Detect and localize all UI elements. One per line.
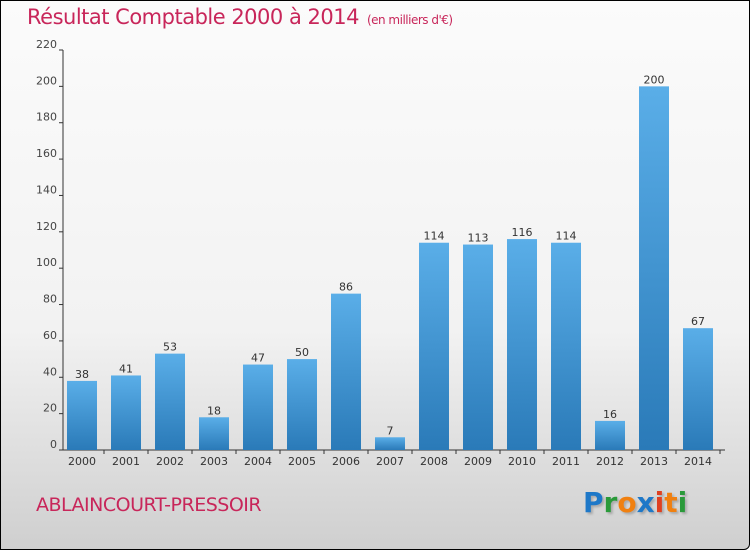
logo-letter: r <box>603 486 618 519</box>
y-tick-label: 180 <box>36 111 57 124</box>
x-tick-label: 2001 <box>112 455 140 468</box>
data-label: 41 <box>119 362 133 375</box>
data-label: 116 <box>512 226 533 239</box>
data-label: 53 <box>163 341 177 354</box>
chart-title: Résultat Comptable 2000 à 2014 (en millie… <box>27 5 453 29</box>
logo-letter: o <box>617 486 637 519</box>
y-tick-label: 140 <box>36 183 57 196</box>
logo-letter: i <box>654 486 665 519</box>
logo-letter: x <box>636 486 655 519</box>
y-tick-label: 200 <box>36 74 57 87</box>
data-label: 113 <box>468 232 489 245</box>
x-tick-label: 2013 <box>640 455 668 468</box>
bar <box>595 420 625 450</box>
logo-letter: P <box>583 486 604 519</box>
bar <box>683 328 713 450</box>
proxiti-logo: Proxiti <box>583 486 687 519</box>
bar <box>199 417 229 450</box>
y-tick-label: 160 <box>36 147 57 160</box>
bar <box>331 293 361 450</box>
x-tick-label: 2004 <box>244 455 272 468</box>
x-tick-label: 2010 <box>508 455 536 468</box>
data-label: 47 <box>251 352 265 365</box>
y-tick-label: 0 <box>50 438 57 451</box>
x-tick-label: 2011 <box>552 455 580 468</box>
x-tick-label: 2006 <box>332 455 360 468</box>
title-text: Résultat Comptable 2000 à 2014 <box>27 5 359 29</box>
data-label: 114 <box>556 230 577 243</box>
y-tick-label: 60 <box>43 329 57 342</box>
chart-subtitle: (en milliers d'€) <box>366 13 453 27</box>
data-label: 114 <box>424 230 445 243</box>
x-tick-label: 2009 <box>464 455 492 468</box>
data-label: 7 <box>387 424 394 437</box>
y-tick-label: 100 <box>36 256 57 269</box>
bar <box>551 242 581 450</box>
bar <box>67 380 97 450</box>
logo-letter: t <box>664 486 678 519</box>
x-tick-label: 2002 <box>156 455 184 468</box>
bar <box>287 359 317 450</box>
x-tick-label: 2008 <box>420 455 448 468</box>
data-label: 50 <box>295 346 309 359</box>
bar <box>243 364 273 450</box>
data-label: 200 <box>644 73 665 86</box>
y-tick-label: 40 <box>43 365 57 378</box>
x-tick-label: 2005 <box>288 455 316 468</box>
bar <box>639 86 669 450</box>
logo-letter: i <box>677 486 688 519</box>
bar <box>419 242 449 450</box>
x-tick-label: 2000 <box>68 455 96 468</box>
bar <box>111 375 141 450</box>
data-label: 86 <box>339 281 353 294</box>
data-label: 38 <box>75 368 89 381</box>
bar <box>507 239 537 450</box>
x-tick-label: 2003 <box>200 455 228 468</box>
x-tick-label: 2007 <box>376 455 404 468</box>
data-label: 16 <box>603 408 617 421</box>
y-tick-label: 120 <box>36 220 57 233</box>
x-tick-label: 2012 <box>596 455 624 468</box>
bar <box>463 244 493 450</box>
data-label: 67 <box>691 315 705 328</box>
bar <box>375 437 405 450</box>
y-tick-label: 20 <box>43 402 57 415</box>
data-label: 18 <box>207 404 221 417</box>
commune-name: ABLAINCOURT-PRESSOIR <box>36 494 262 516</box>
y-tick-label: 80 <box>43 293 57 306</box>
y-tick-label: 220 <box>36 38 57 51</box>
bar <box>155 353 185 450</box>
x-tick-label: 2014 <box>684 455 712 468</box>
